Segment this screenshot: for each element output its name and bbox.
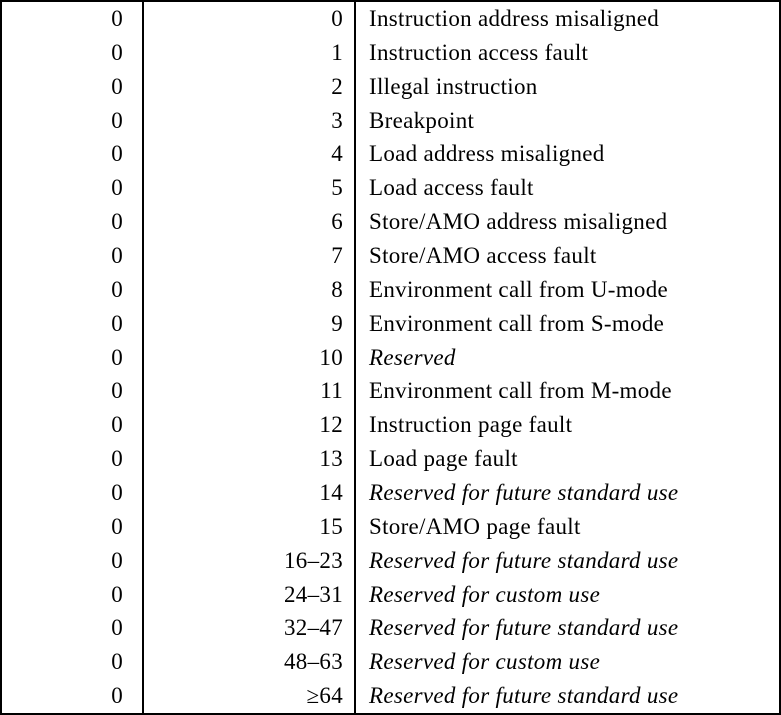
interrupt-cell: 0 (2, 239, 144, 273)
table-row: 0 4 Load address misaligned (2, 137, 779, 172)
table-row: 0 32–47 Reserved for future standard use (2, 611, 779, 646)
table-row: 0 11 Environment call from M-mode (2, 374, 779, 409)
table-row: 0 0 Instruction address misaligned (2, 2, 779, 36)
exception-code-cell: 1 (144, 35, 356, 70)
description-cell: Reserved for custom use (369, 581, 601, 607)
description-cell: Load page fault (369, 446, 518, 472)
description-cell: Environment call from S-mode (369, 310, 665, 336)
table-row: 0 14 Reserved for future standard use (2, 476, 779, 510)
exception-code-cell: 2 (144, 69, 356, 104)
description-cell: Instruction access fault (369, 39, 589, 65)
interrupt-cell: 0 (2, 374, 144, 409)
table-row: 0 48–63 Reserved for custom use (2, 645, 779, 680)
description-cell: Environment call from M-mode (369, 378, 672, 404)
description-cell: Instruction address misaligned (369, 5, 660, 31)
description-cell: Reserved for future standard use (369, 615, 679, 641)
description-cell: Reserved for future standard use (369, 683, 679, 709)
interrupt-cell: 0 (2, 476, 144, 510)
exception-code-cell: 14 (144, 476, 356, 510)
interrupt-cell: 0 (2, 272, 144, 307)
interrupt-cell: 0 (2, 442, 144, 477)
interrupt-cell: 0 (2, 543, 144, 578)
exception-code-cell: 5 (144, 171, 356, 206)
interrupt-cell: 0 (2, 35, 144, 70)
table-row: 0 13 Load page fault (2, 442, 779, 477)
table-row: 0 5 Load access fault (2, 171, 779, 206)
interrupt-cell: 0 (2, 611, 144, 646)
description-cell: Reserved for custom use (369, 649, 601, 675)
interrupt-cell: 0 (2, 340, 144, 375)
exception-code-cell: 48–63 (144, 645, 356, 680)
table-row: 0 8 Environment call from U-mode (2, 272, 779, 307)
interrupt-cell: 0 (2, 306, 144, 341)
table-row: 0 9 Environment call from S-mode (2, 306, 779, 341)
exception-code-cell: 6 (144, 205, 356, 240)
table-row: 0 6 Store/AMO address misaligned (2, 205, 779, 240)
exception-code-cell: 16–23 (144, 543, 356, 578)
interrupt-cell: 0 (2, 679, 144, 714)
table-row: 0 7 Store/AMO access fault (2, 239, 779, 273)
exception-code-cell: 9 (144, 306, 356, 341)
exception-code-cell: 11 (144, 374, 356, 409)
exception-code-cell: 15 (144, 509, 356, 544)
table-row: 0 16–23 Reserved for future standard use (2, 543, 779, 578)
exception-code-cell: 7 (144, 239, 356, 273)
description-cell: Store/AMO page fault (369, 513, 581, 539)
interrupt-cell: 0 (2, 205, 144, 240)
description-cell: Environment call from U-mode (369, 276, 669, 302)
description-cell: Load address misaligned (369, 141, 605, 167)
interrupt-cell: 0 (2, 137, 144, 172)
exception-code-cell: 8 (144, 272, 356, 307)
table-row: 0 3 Breakpoint (2, 103, 779, 138)
table-row: 0 10 Reserved (2, 340, 779, 375)
interrupt-cell: 0 (2, 171, 144, 206)
exception-code-cell: 24–31 (144, 577, 356, 612)
interrupt-cell: 0 (2, 577, 144, 612)
exception-code-cell: 10 (144, 340, 356, 375)
table-row: 0 12 Instruction page fault (2, 408, 779, 443)
interrupt-cell: 0 (2, 645, 144, 680)
table-row: 0 ≥64 Reserved for future standard use (2, 679, 779, 714)
description-cell: Breakpoint (369, 107, 475, 133)
description-cell: Store/AMO address misaligned (369, 209, 668, 235)
exception-code-cell: 4 (144, 137, 356, 172)
interrupt-cell: 0 (2, 103, 144, 138)
exception-code-cell: 3 (144, 103, 356, 138)
table-row: 0 2 Illegal instruction (2, 69, 779, 104)
exception-code-cell: 0 (144, 2, 356, 36)
exception-code-cell: 12 (144, 408, 356, 443)
interrupt-cell: 0 (2, 69, 144, 104)
interrupt-cell: 0 (2, 509, 144, 544)
table-row: 0 15 Store/AMO page fault (2, 509, 779, 544)
description-cell: Reserved for future standard use (369, 547, 679, 573)
interrupt-cell: 0 (2, 408, 144, 443)
description-cell: Instruction page fault (369, 412, 573, 438)
description-cell: Illegal instruction (369, 73, 538, 99)
description-cell: Store/AMO access fault (369, 242, 597, 268)
exception-code-cell: 32–47 (144, 611, 356, 646)
table-row: 0 1 Instruction access fault (2, 35, 779, 70)
interrupt-cell: 0 (2, 2, 144, 36)
description-cell: Reserved (369, 344, 456, 370)
table-row: 0 24–31 Reserved for custom use (2, 577, 779, 612)
exception-code-cell: ≥64 (144, 679, 356, 714)
description-cell: Load access fault (369, 175, 534, 201)
description-cell: Reserved for future standard use (369, 479, 679, 505)
exception-code-cell: 13 (144, 442, 356, 477)
